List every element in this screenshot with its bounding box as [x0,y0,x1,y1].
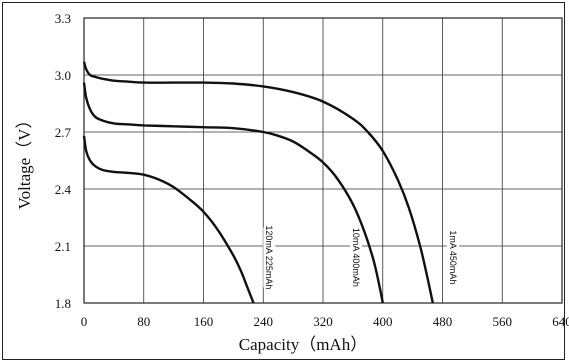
x-tick-label: 320 [313,314,333,329]
y-axis-label: Voltage（V） [15,112,34,210]
y-tick-label: 3.0 [55,68,71,83]
curve-label-backing [263,227,276,288]
series-line [82,82,384,304]
curve-label: 10mA 400mAh [351,228,361,287]
curve-label: 120mA 225mAh [264,225,274,289]
plot-area-border [83,17,563,304]
x-tick-labels: 0 80 160 240 320 400 480 560 640 [81,314,569,329]
curve-label-backing [446,227,459,288]
series-lines [82,61,434,304]
y-tick-label: 2.1 [55,239,71,254]
series-line [82,135,255,304]
x-tick-label: 480 [433,314,453,329]
grid [84,18,562,303]
x-axis-label: Capacity（mAh） [239,335,367,354]
x-tick-label: 240 [254,314,274,329]
y-tick-label: 2.4 [55,182,72,197]
x-tick-label: 560 [493,314,513,329]
y-tick-label: 2.7 [55,125,72,140]
y-tick-label: 1.8 [55,296,71,311]
chart-frame [2,2,565,360]
y-tick-label: 3.3 [55,11,71,26]
x-tick-label: 640 [552,314,569,329]
x-tick-label: 160 [194,314,214,329]
curve-label-backing [349,227,362,288]
x-tick-label: 400 [373,314,393,329]
y-tick-labels: 1.8 2.1 2.4 2.7 3.0 3.3 [55,11,72,311]
series-line [82,61,434,304]
x-tick-label: 80 [137,314,150,329]
x-tick-label: 0 [81,314,88,329]
curve-label: 1mA 450mAh [448,230,458,284]
curve-labels: 120mA 225mAh 10mA 400mAh 1mA 450mAh [263,225,459,289]
